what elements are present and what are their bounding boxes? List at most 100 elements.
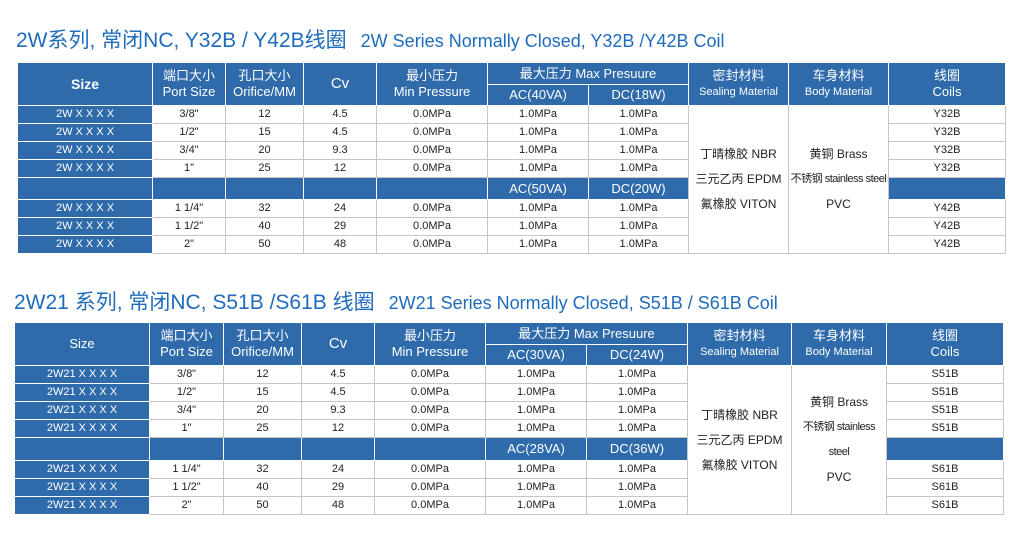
title-english: 2W21 Series Normally Closed, S51B / S61B… (388, 293, 778, 313)
min-pressure-cell: 0.0MPa (376, 123, 488, 142)
orifice-cell: 40 (225, 217, 304, 236)
sub-header-dc: DC(20W) (588, 177, 689, 200)
header-coils-cn: 线圈 (933, 68, 960, 83)
header-max-pressure: 最大压力 Max Presuure (485, 322, 688, 345)
header-size: Size (14, 322, 150, 366)
sub-header-ac: AC(28VA) (485, 437, 587, 461)
cv-cell: 9.3 (303, 141, 377, 160)
sealing-material-cell: 丁晴橡胶 NBR 三元乙丙 EPDM 氟橡胶 VITON (687, 365, 792, 515)
orifice-cell: 12 (225, 105, 304, 124)
sealing-material: 三元乙丙 EPDM (695, 172, 782, 186)
cv-cell: 12 (301, 419, 375, 438)
min-pressure-cell: 0.0MPa (376, 159, 488, 178)
ac-pressure-cell: 1.0MPa (487, 141, 589, 160)
orifice-cell: 25 (223, 419, 302, 438)
header-ac: AC(30VA) (485, 344, 587, 366)
ac-pressure-cell: 1.0MPa (487, 123, 589, 142)
dc-pressure-cell: 1.0MPa (588, 123, 689, 142)
dc-pressure-cell: 1.0MPa (586, 365, 688, 384)
header-orifice-en: Orifice/MM (233, 84, 296, 99)
cv-cell: 48 (301, 496, 375, 515)
port-size-cell: 3/8" (149, 365, 224, 384)
coil-cell: S51B (886, 419, 1004, 438)
header-sealing-cn: 密封材料 (712, 68, 765, 83)
model-cell: 2W21 X X X X (14, 401, 150, 420)
sealing-material: 丁晴橡胶 NBR (700, 147, 777, 161)
ac-pressure-cell: 1.0MPa (487, 199, 589, 218)
coil-cell: S51B (886, 401, 1004, 420)
header-orifice-cn: 孔口大小 (238, 68, 291, 83)
ac-pressure-cell: 1.0MPa (487, 105, 589, 124)
header-max-pressure: 最大压力 Max Presuure (487, 62, 689, 85)
table-row: 2W21 X X X X 3/8" 12 4.5 0.0MPa 1.0MPa 1.0MPa 丁… (14, 365, 1004, 515)
dc-pressure-cell: 1.0MPa (588, 199, 689, 218)
sealing-material: 氟橡胶 VITON (701, 457, 778, 472)
header-orifice-en: Orifice/MM (231, 344, 294, 359)
ac-pressure-cell: 1.0MPa (485, 419, 587, 438)
orifice-cell: 32 (223, 460, 302, 479)
sub-header-coil-blank (886, 437, 1004, 461)
port-size-cell: 1 1/2" (152, 217, 226, 236)
header-coils: 线圈 Coils (886, 322, 1004, 366)
body-material-cell: 黄铜 Brass 不锈钢 stainless steel PVC (788, 105, 889, 254)
body-material-cell: 黄铜 Brass 不锈钢 stainless steel PVC (791, 365, 887, 515)
ac-pressure-cell: 1.0MPa (487, 159, 589, 178)
body-material: 不锈钢 stainless steel (790, 173, 887, 185)
header-body: 车身材料 Body Material (788, 62, 889, 106)
port-size-cell: 1 1/4" (152, 199, 226, 218)
port-size-cell: 1 1/2" (149, 478, 224, 497)
header-sealing-en: Sealing Material (699, 86, 778, 98)
header-dc: DC(24W) (586, 344, 688, 366)
cv-cell: 29 (301, 478, 375, 497)
dc-pressure-cell: 1.0MPa (588, 235, 689, 254)
body-material: PVC (826, 470, 852, 484)
port-size-cell: 1" (152, 159, 226, 178)
sub-header-blank (17, 177, 153, 200)
orifice-cell: 20 (225, 141, 304, 160)
coil-cell: S61B (886, 460, 1004, 479)
model-cell: 2W X X X X (17, 105, 153, 124)
header-port-size-cn: 端口大小 (160, 328, 213, 343)
model-cell: 2W X X X X (17, 159, 153, 178)
table-row: 2W X X X X 2" 50 48 0.0MPa 1.0MPa 1.0MPa Y42B (17, 235, 1006, 254)
dc-pressure-cell: 1.0MPa (586, 460, 688, 479)
sub-header-dc: DC(36W) (586, 437, 688, 461)
dc-pressure-cell: 1.0MPa (588, 141, 689, 160)
section-title: 2W21 系列, 常闭NC, S51B /S61B 线圈 2W21 Series … (14, 286, 778, 316)
header-body: 车身材料 Body Material (791, 322, 887, 366)
port-size-cell: 2" (149, 496, 224, 515)
body-material: 黄铜 Brass (809, 395, 868, 409)
dc-pressure-cell: 1.0MPa (586, 478, 688, 497)
header-size: Size (17, 62, 153, 106)
cv-cell: 4.5 (303, 105, 377, 124)
header-coils-en: Coils (930, 344, 960, 359)
min-pressure-cell: 0.0MPa (376, 105, 488, 124)
coil-cell: Y32B (888, 159, 1006, 178)
model-cell: 2W X X X X (17, 235, 153, 254)
header-dc: DC(18W) (588, 84, 689, 106)
min-pressure-cell: 0.0MPa (374, 401, 486, 420)
port-size-cell: 2" (152, 235, 226, 254)
ac-pressure-cell: 1.0MPa (485, 496, 587, 515)
ac-pressure-cell: 1.0MPa (485, 478, 587, 497)
min-pressure-cell: 0.0MPa (374, 419, 486, 438)
dc-pressure-cell: 1.0MPa (586, 401, 688, 420)
sub-header-blank (152, 177, 226, 200)
header-body-en: Body Material (804, 86, 873, 98)
port-size-cell: 3/8" (152, 105, 226, 124)
min-pressure-cell: 0.0MPa (376, 217, 488, 236)
header-min-pressure-en: Min Pressure (393, 84, 471, 99)
cv-cell: 4.5 (301, 383, 375, 402)
model-cell: 2W X X X X (17, 123, 153, 142)
coil-cell: S61B (886, 478, 1004, 497)
orifice-cell: 50 (225, 235, 304, 254)
header-sealing-cn: 密封材料 (713, 328, 766, 343)
coil-cell: Y42B (888, 235, 1006, 254)
orifice-cell: 25 (225, 159, 304, 178)
sub-header-blank (376, 177, 488, 200)
ac-pressure-cell: 1.0MPa (487, 235, 589, 254)
port-size-cell: 3/4" (149, 401, 224, 420)
min-pressure-cell: 0.0MPa (374, 365, 486, 384)
header-min-pressure: 最小压力 Min Pressure (376, 62, 488, 106)
